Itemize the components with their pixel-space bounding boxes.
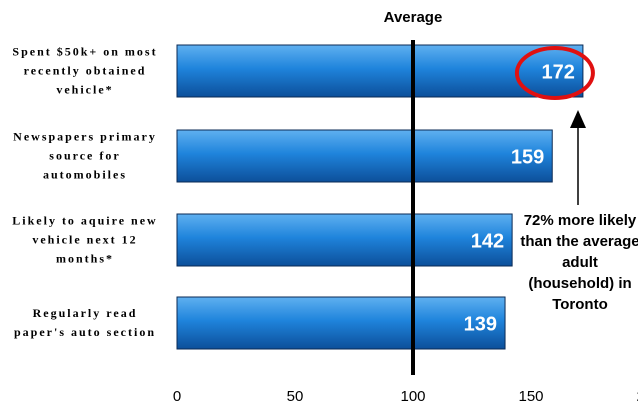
annotation: 72% more likely than the average adult (… (520, 212, 638, 313)
bar (176, 213, 513, 267)
arrow-head (570, 110, 586, 128)
x-tick-label: 150 (518, 388, 543, 405)
bar (176, 44, 584, 98)
category-label: Likely to aquire new vehicle next 12 mon… (12, 213, 158, 266)
bar (176, 296, 506, 350)
x-tick-label: 0 (173, 388, 181, 405)
value-label: 139 (464, 313, 497, 335)
category-label: Newspapers primary source for automobile… (13, 129, 157, 182)
x-tick-label: 50 (287, 388, 304, 405)
highlight-circle (514, 46, 595, 100)
value-label: 172 (542, 61, 575, 83)
x-tick-label: 200 (636, 388, 638, 405)
value-label: 159 (511, 146, 544, 168)
category-label: Regularly read paper's auto section (14, 306, 156, 339)
category-label: Spent $50k+ on most recently obtained ve… (12, 44, 158, 97)
x-tick-label: 100 (400, 388, 425, 405)
bar (176, 129, 553, 183)
chart-title: Average (384, 9, 443, 26)
value-label: 142 (471, 230, 504, 252)
